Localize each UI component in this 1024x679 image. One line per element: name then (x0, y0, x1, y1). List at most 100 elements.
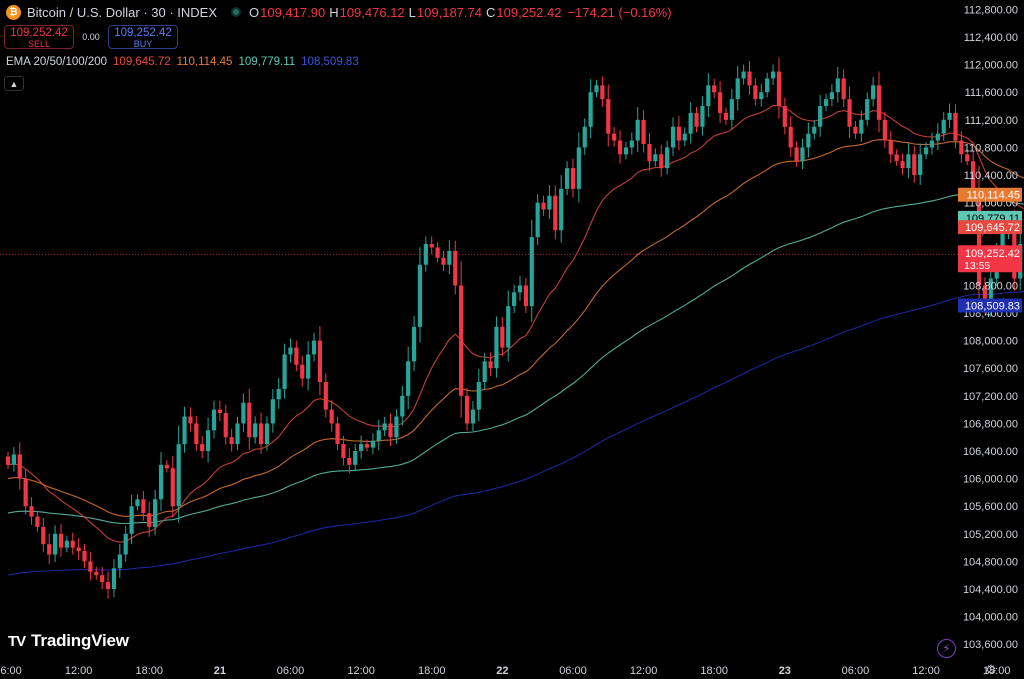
open-label: O (249, 4, 260, 20)
candle-body (453, 250, 458, 286)
candle-body (253, 423, 258, 438)
candle-body (782, 106, 787, 127)
y-axis-tick-label: 104,400.00 (963, 584, 1018, 596)
axis-last-price-bg (958, 245, 1022, 273)
candle-body (335, 423, 340, 445)
candle-body (794, 147, 799, 162)
high-value: 109,476.12 (339, 4, 405, 20)
symbol-title[interactable]: Bitcoin / U.S. Dollar · 30 · INDEX (27, 4, 217, 20)
tradingview-logo-text: TradingView (31, 631, 129, 650)
candle-body (306, 354, 311, 379)
candle-body (747, 71, 752, 86)
candle-body (629, 140, 634, 148)
candle-body (859, 119, 864, 134)
candle-body (200, 444, 205, 452)
candle-body (1000, 230, 1005, 251)
candle-body (364, 444, 370, 448)
candle-body (841, 78, 846, 100)
candle-body (876, 85, 882, 120)
candle-body (205, 430, 211, 452)
axis-countdown-label: 13:55 (964, 260, 990, 272)
candle-body (706, 85, 711, 107)
candle-body (941, 119, 946, 134)
x-axis-tick-label: 18:00 (418, 665, 446, 677)
candle-body (570, 168, 576, 189)
candle-body (512, 292, 517, 307)
candle-body (865, 99, 870, 120)
candle-body (300, 364, 305, 379)
candle-body (294, 347, 299, 365)
candle-body (47, 544, 52, 555)
y-axis-tick-label: 105,200.00 (963, 529, 1018, 541)
candle-body (906, 154, 911, 169)
candle-body (23, 478, 28, 507)
candle-body (982, 285, 988, 307)
candle-body (682, 133, 687, 141)
candle-body (535, 202, 540, 238)
candle-body (541, 202, 546, 210)
candle-body (359, 444, 364, 452)
low-value: 109,187.74 (416, 4, 482, 20)
candle-body (888, 140, 893, 155)
axis-ema-label: 108,509.83 (965, 300, 1020, 312)
lightning-icon[interactable]: ⚡ (937, 639, 956, 658)
y-axis-tick-label: 108,000.00 (963, 336, 1018, 348)
y-axis-tick-label: 103,600.00 (963, 639, 1018, 651)
candle-body (788, 126, 793, 148)
collapse-legend-button[interactable]: ▲ (4, 76, 24, 91)
trade-panel: 109,252.42 SELL 0.00 109,252.42 BUY (4, 25, 178, 49)
candle-body (264, 423, 270, 445)
candle-body (988, 278, 993, 307)
candle-body (971, 161, 976, 189)
candle-body (676, 126, 681, 141)
candle-body (76, 547, 81, 552)
x-axis-tick-label: 23 (779, 665, 791, 677)
candle-body (923, 147, 929, 155)
y-axis-tick-label: 112,400.00 (964, 32, 1018, 44)
tradingview-logo[interactable]: TV TradingView (8, 631, 129, 651)
candle-body (523, 285, 528, 307)
candle-body (223, 413, 228, 438)
candle-body (741, 71, 746, 79)
candle-body (170, 468, 175, 507)
candle-body (329, 409, 334, 424)
candle-body (800, 147, 805, 162)
x-axis-tick-label: 21 (214, 665, 226, 677)
candle-body (894, 154, 899, 162)
buy-button[interactable]: 109,252.42 BUY (108, 25, 178, 49)
candle-body (935, 133, 940, 141)
candle-body (712, 85, 717, 93)
chevron-up-icon: ▲ (9, 78, 19, 89)
candle-body (11, 454, 16, 465)
ema-legend[interactable]: EMA 20/50/100/200 109,645.72 110,114.45 109… (6, 56, 365, 68)
candle-body (647, 143, 652, 162)
candle-body (276, 388, 281, 400)
candle-body (688, 112, 693, 134)
candle-body (282, 354, 287, 389)
market-status-icon[interactable] (231, 7, 241, 17)
candle-body (812, 126, 817, 134)
candle-body (947, 112, 952, 120)
candle-body (770, 71, 776, 79)
axis-ema-label: 109,645.72 (965, 222, 1020, 234)
candle-body (176, 444, 181, 507)
candle-body (559, 188, 564, 231)
candle-body (153, 499, 158, 527)
candle-body (488, 361, 493, 369)
gear-icon[interactable]: ⚙ (985, 662, 997, 677)
candle-body (147, 513, 152, 527)
candle-body (111, 568, 117, 590)
axis-ema-label-bg (958, 298, 1022, 313)
candle-body (141, 499, 146, 514)
price-change: −174.21 (−0.16%) (567, 4, 672, 20)
close-value: 109,252.42 (496, 4, 562, 20)
candle-body (653, 154, 658, 162)
candle-body (829, 92, 834, 100)
candle-body (117, 554, 122, 569)
sell-price: 109,252.42 (10, 27, 68, 39)
candle-body (965, 154, 970, 162)
candle-body (723, 112, 729, 120)
sell-button[interactable]: 109,252.42 SELL (4, 25, 74, 49)
x-axis-tick-label: 12:00 (630, 665, 658, 677)
